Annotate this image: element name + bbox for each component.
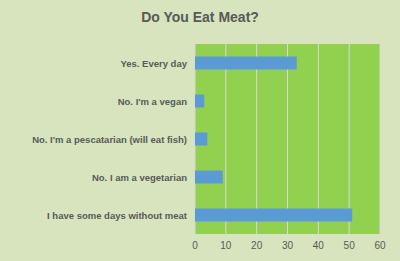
- grid-line: [380, 44, 381, 234]
- category-label: No. I'm a vegan: [118, 96, 188, 107]
- grid-line: [256, 44, 257, 234]
- grid-line: [287, 44, 288, 234]
- bars: [195, 57, 352, 222]
- tick-label: 0: [192, 240, 198, 251]
- background: [0, 0, 400, 261]
- grid-line: [349, 44, 350, 234]
- tick-label: 40: [313, 240, 325, 251]
- tick-label: 20: [251, 240, 263, 251]
- bar: [195, 133, 207, 146]
- plot-area: [195, 44, 380, 234]
- bar: [195, 95, 204, 108]
- tick-label: 30: [282, 240, 294, 251]
- tick-label: 60: [374, 240, 386, 251]
- grid-line: [318, 44, 319, 234]
- tick-label: 50: [344, 240, 356, 251]
- bar: [195, 57, 297, 70]
- bar: [195, 209, 352, 222]
- category-label: No. I am a vegetarian: [92, 172, 187, 183]
- chart: Do You Eat Meat? 0 10 20 30 40 50 60 Yes. Every …: [0, 0, 400, 261]
- grid-line: [225, 44, 226, 234]
- bar: [195, 171, 223, 184]
- category-label: No. I'm a pescatarian (will eat fish): [32, 134, 187, 145]
- category-label: I have some days without meat: [47, 210, 188, 221]
- title: Do You Eat Meat?: [141, 9, 259, 25]
- category-label: Yes. Every day: [120, 58, 187, 69]
- tick-label: 10: [220, 240, 232, 251]
